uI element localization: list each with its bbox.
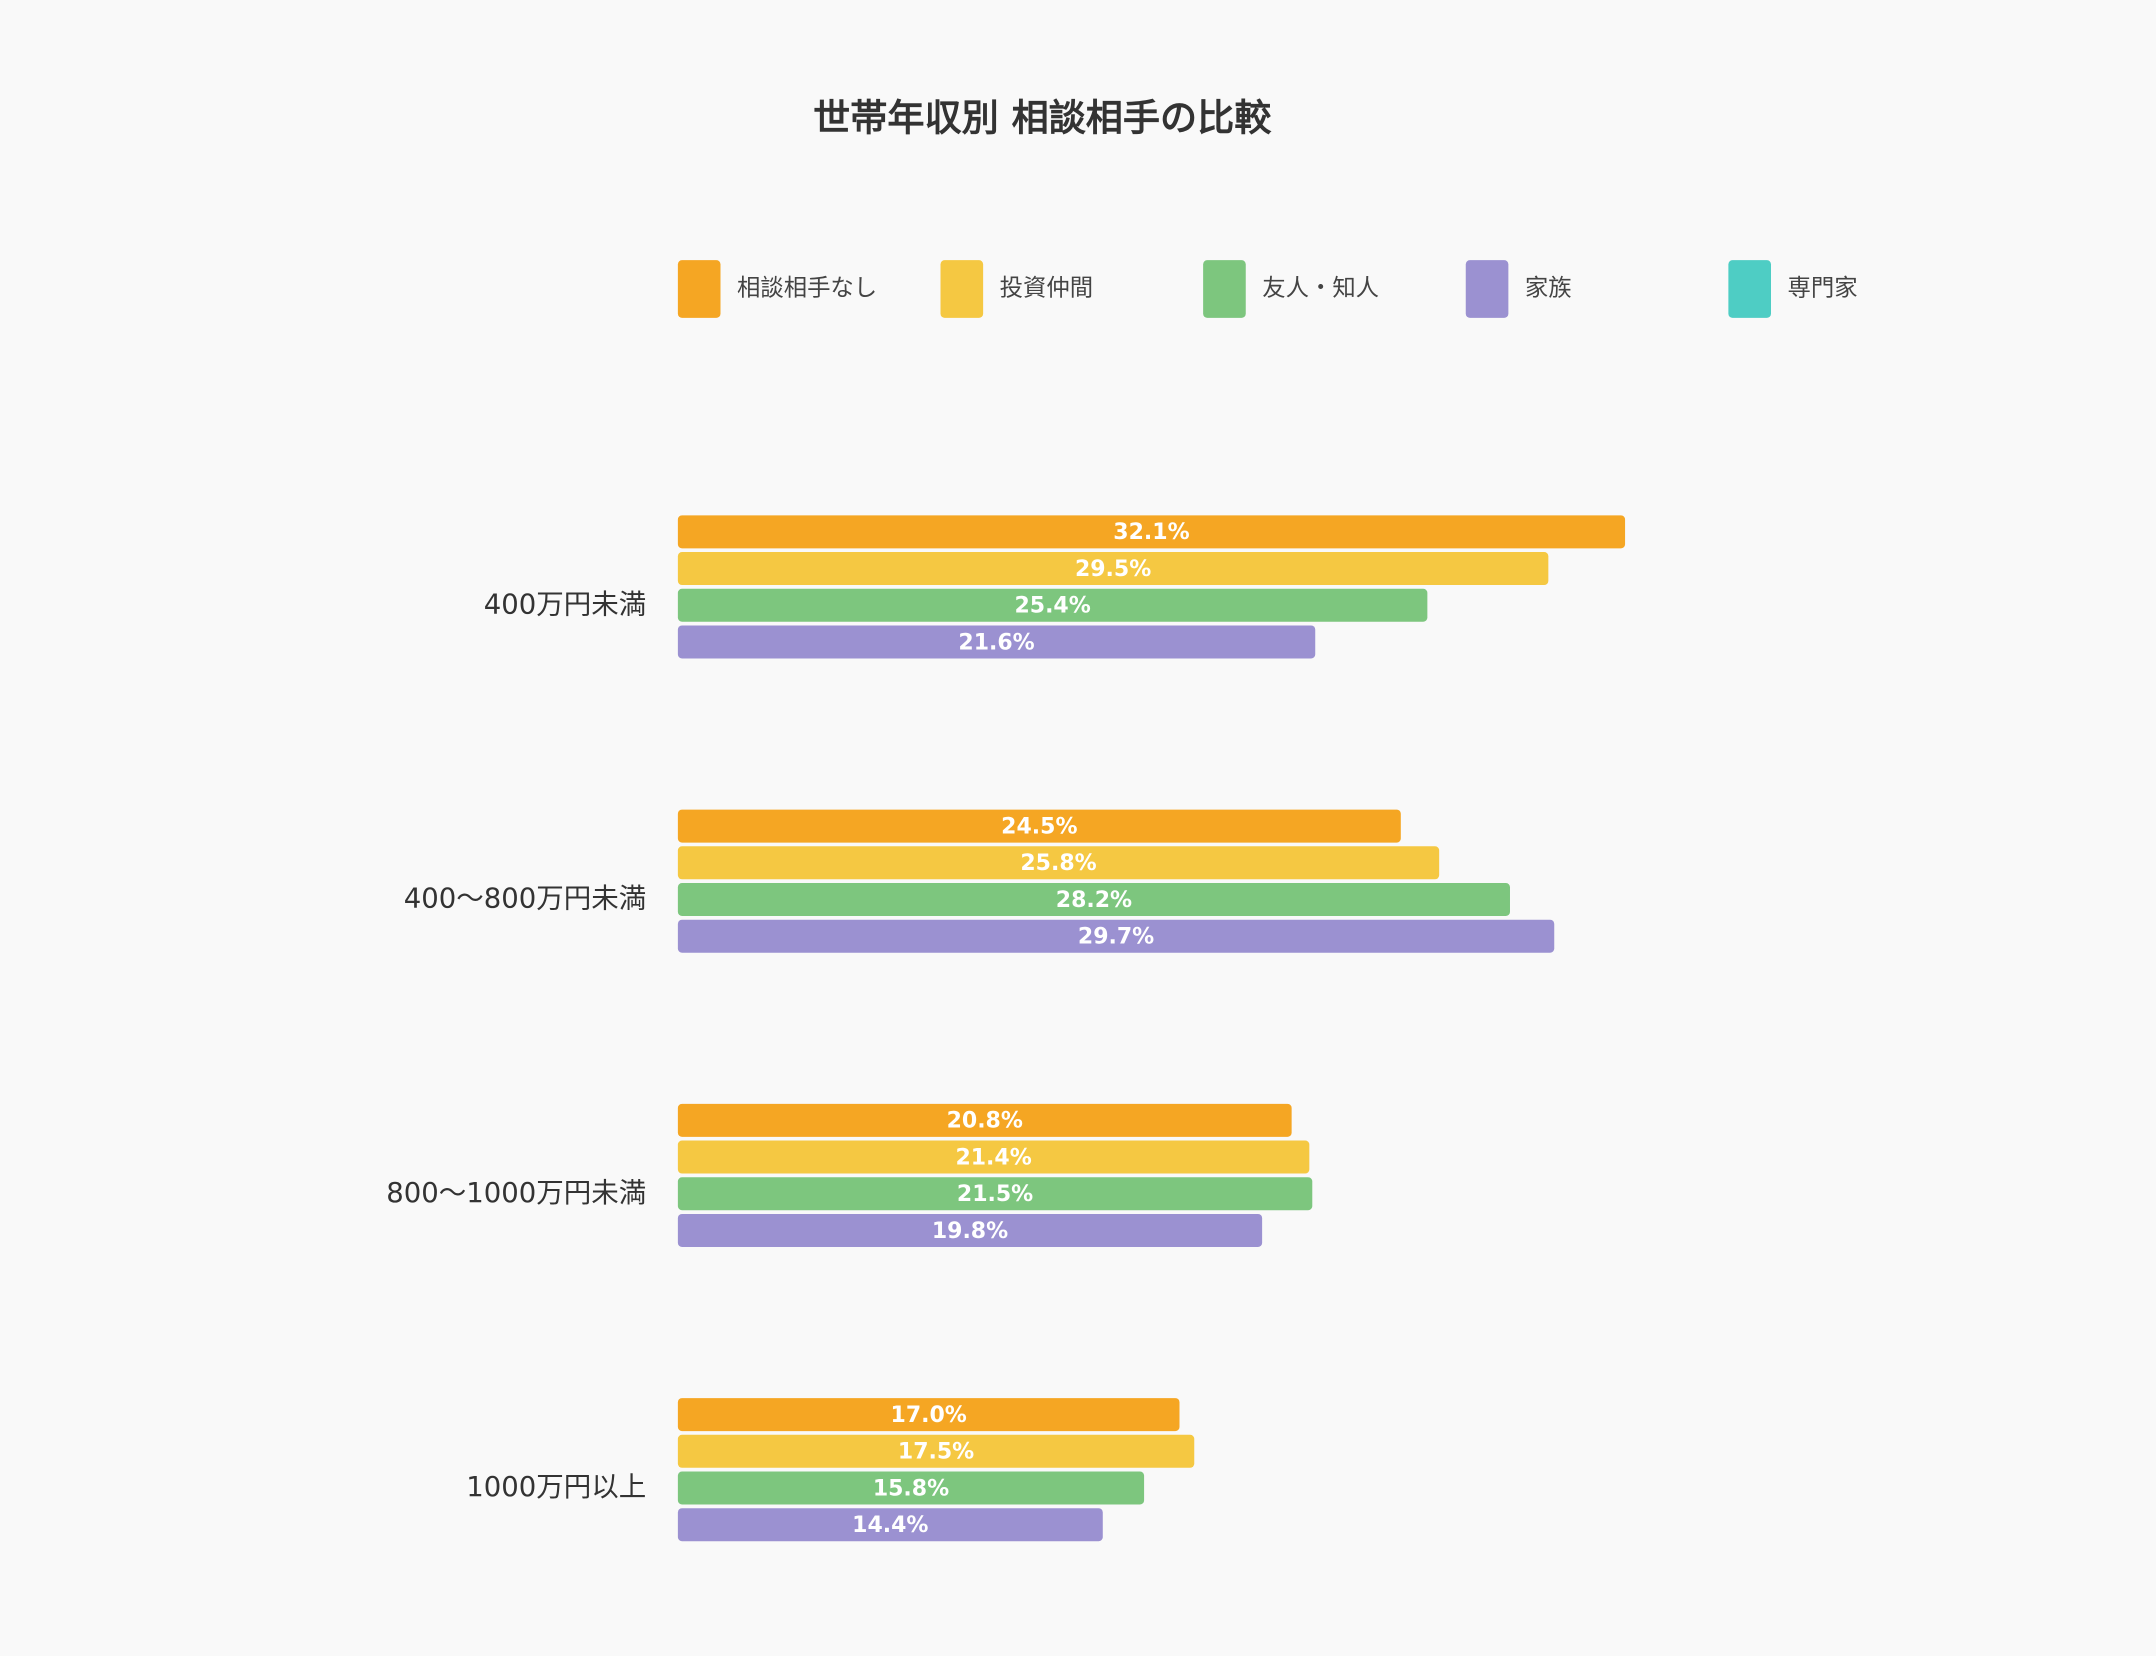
legend-label: 相談相手なし [737, 274, 877, 302]
data-label: 21.4% [955, 1145, 1031, 1170]
legend-label: 友人・知人 [1262, 274, 1379, 302]
bar [677, 809, 1401, 843]
legend-label: 専門家 [1788, 274, 1858, 302]
data-label: 29.7% [1078, 925, 1154, 950]
bar [677, 883, 1510, 916]
data-label: 15.8% [873, 1476, 949, 1501]
data-label: 29.5% [1075, 557, 1151, 582]
bar [677, 1103, 1292, 1137]
data-label: 25.8% [1020, 851, 1096, 876]
bar [677, 625, 1316, 659]
bar [677, 588, 1428, 622]
chart-title: 世帯年収別 相談相手の比較 [813, 96, 1272, 139]
y-tick-label: 800〜1000万円未満 [386, 1177, 646, 1209]
legend-swatch [940, 260, 984, 318]
bar [677, 919, 1555, 953]
bar [677, 1177, 1313, 1211]
bar [677, 846, 1440, 880]
y-tick-label: 1000万円以上 [466, 1471, 646, 1503]
data-label: 21.6% [958, 630, 1034, 655]
data-label: 28.2% [1056, 888, 1132, 913]
legend-swatch [1728, 260, 1771, 318]
data-label: 20.8% [947, 1109, 1023, 1134]
legend-label: 家族 [1525, 274, 1572, 302]
bar [677, 552, 1549, 586]
data-label: 24.5% [1001, 814, 1077, 839]
data-label: 32.1% [1113, 520, 1189, 545]
bar [677, 1434, 1195, 1468]
bar [677, 1508, 1103, 1542]
legend-swatch [1465, 260, 1509, 318]
data-label: 14.4% [852, 1513, 928, 1538]
legend-swatch [1203, 260, 1246, 318]
bar [677, 1213, 1263, 1247]
legend-label: 投資仲間 [1000, 274, 1093, 302]
data-label: 17.0% [891, 1403, 967, 1428]
data-label: 17.5% [898, 1440, 974, 1465]
legend-swatch [677, 260, 721, 318]
data-label: 19.8% [932, 1219, 1008, 1244]
bar [677, 1398, 1180, 1432]
bar [677, 515, 1626, 549]
y-tick-label: 400〜800万円未満 [404, 883, 646, 915]
bar [677, 1471, 1145, 1505]
y-tick-label: 400万円未満 [484, 588, 647, 620]
data-label: 25.4% [1014, 594, 1090, 619]
bar [677, 1140, 1310, 1174]
data-label: 21.5% [957, 1182, 1033, 1207]
